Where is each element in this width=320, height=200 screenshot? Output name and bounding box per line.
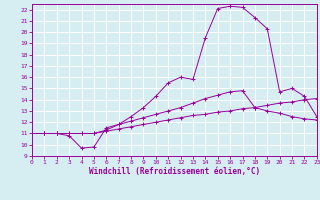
X-axis label: Windchill (Refroidissement éolien,°C): Windchill (Refroidissement éolien,°C) — [89, 167, 260, 176]
